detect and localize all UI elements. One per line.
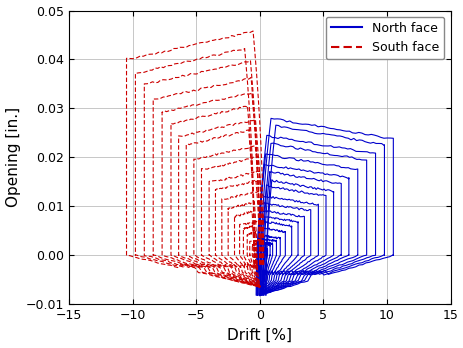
- Y-axis label: Opening [in.]: Opening [in.]: [6, 107, 20, 207]
- X-axis label: Drift [%]: Drift [%]: [227, 327, 292, 342]
- Legend: North face, South face: North face, South face: [325, 17, 443, 59]
